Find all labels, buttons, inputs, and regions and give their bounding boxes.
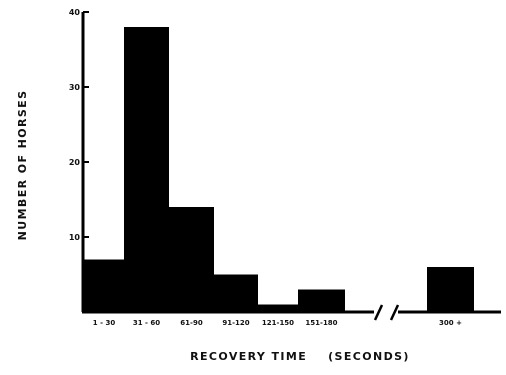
bar-4 [214,274,258,312]
y-tick-label: 40 [69,8,81,17]
y-tick-label: 10 [69,233,81,242]
x-tick-label: 1 - 30 [93,319,116,327]
bar-6 [298,289,345,312]
axis-break-mark-left [373,304,384,321]
x-tick-label: 31 - 60 [133,319,160,327]
x-axis-title: RECOVERY TIME (SECONDS) [190,350,410,363]
bar-5 [258,304,298,312]
bars-group [84,27,474,312]
x-tick-label: 121-150 [262,319,294,327]
x-tick-label: 151-180 [305,319,337,327]
axis-break-mark-right [389,304,400,321]
y-tick-label: 20 [69,158,81,167]
y-axis-title: NUMBER OF HORSES [16,90,29,241]
bar-2 [124,27,169,312]
y-tick-label: 30 [69,83,81,92]
x-tick-label: 300 + [439,319,462,327]
x-tick-labels-group: 1 - 30 31 - 60 61-90 91-120 121-150 151-180 30… [93,319,462,327]
y-ticks-group: 10 20 30 40 [69,8,89,242]
bar-1 [84,259,124,312]
x-tick-label: 91-120 [222,319,249,327]
bar-7 [427,267,474,312]
x-tick-label: 61-90 [180,319,203,327]
bar-3 [169,207,214,312]
